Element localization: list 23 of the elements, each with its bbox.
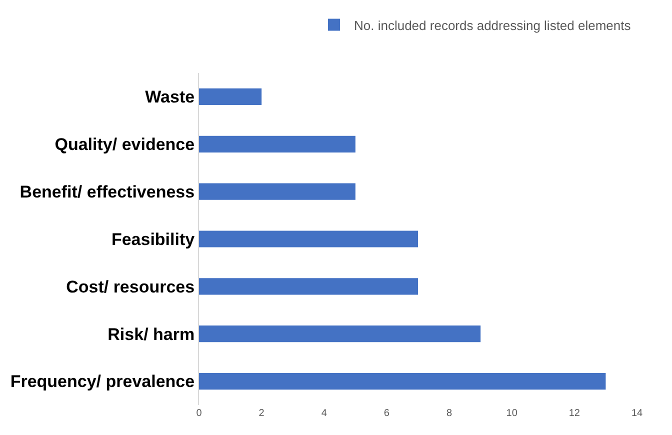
- bar: [199, 88, 262, 106]
- x-tick-label: 10: [506, 408, 518, 419]
- bar: [199, 183, 356, 200]
- bar: [199, 278, 418, 295]
- y-tick-label: Frequency/ prevalence: [10, 372, 195, 392]
- y-tick-label: Benefit/ effectiveness: [20, 182, 195, 202]
- bar: [199, 136, 356, 152]
- y-tick-label: Risk/ harm: [108, 324, 195, 344]
- x-tick-label: 12: [568, 408, 580, 419]
- legend-label: No. included records addressing listed elements: [354, 18, 632, 33]
- x-tick-label: 8: [446, 408, 453, 419]
- x-tick-label: 0: [196, 408, 202, 419]
- y-tick-label: Cost/ resources: [66, 277, 195, 296]
- bar: [199, 326, 481, 342]
- bar: [199, 230, 418, 248]
- x-tick-label: 2: [258, 408, 265, 419]
- bar: [199, 372, 606, 390]
- y-tick-label: Quality/ evidence: [54, 135, 195, 154]
- y-tick-label: Waste: [145, 88, 195, 107]
- x-tick-label: 14: [631, 408, 643, 419]
- x-tick-label: 4: [321, 408, 328, 419]
- y-tick-label: Feasibility: [111, 230, 196, 249]
- x-tick-label: 6: [384, 408, 390, 419]
